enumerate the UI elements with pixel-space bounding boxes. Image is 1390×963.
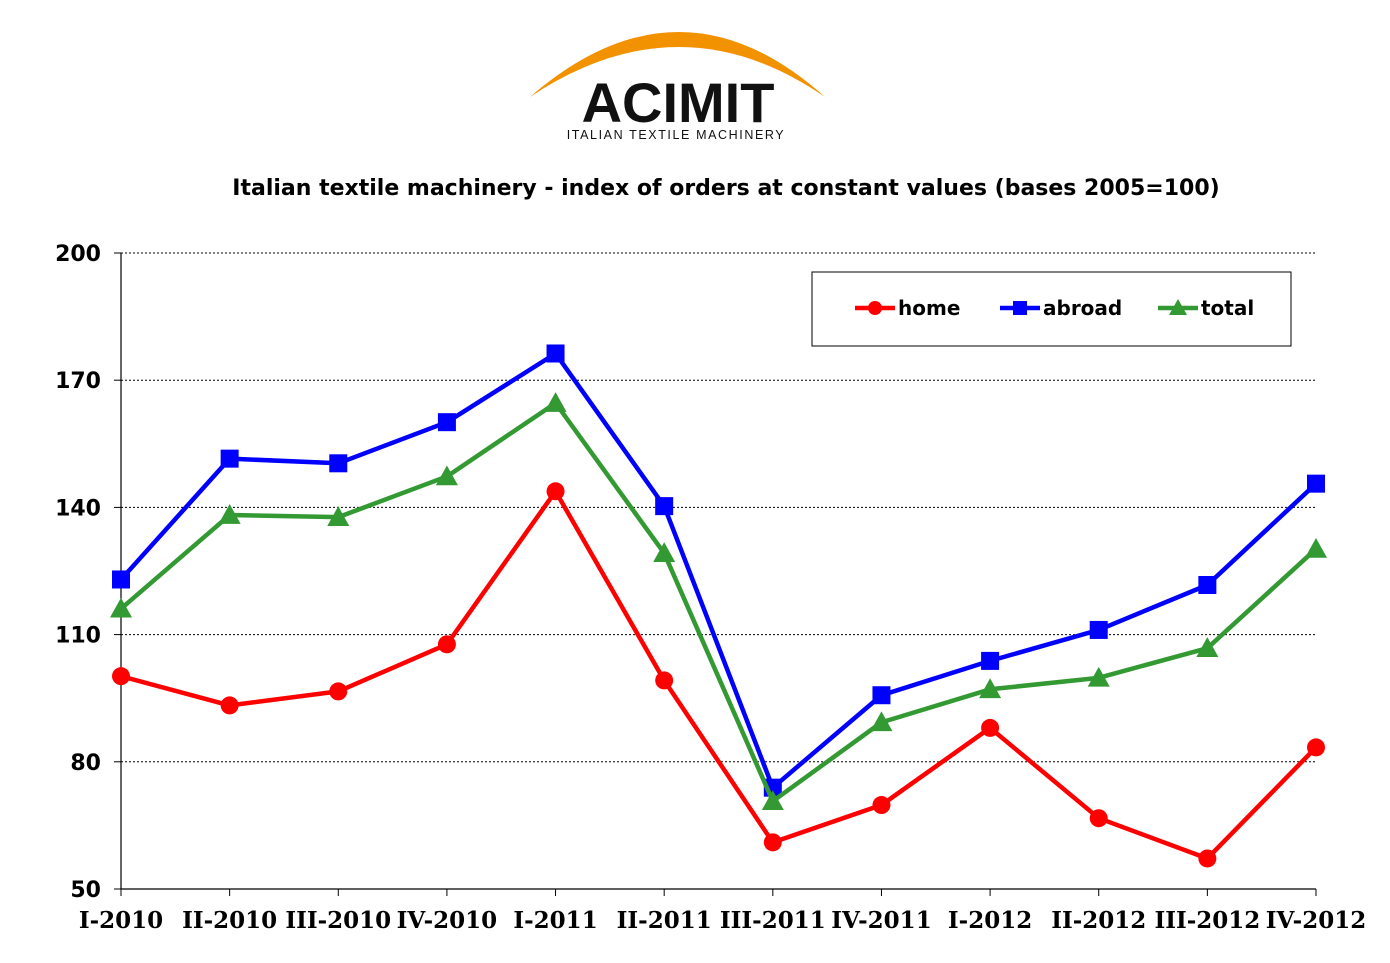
logo-tagline: ITALIAN TEXTILE MACHINERY — [567, 128, 786, 142]
x-tick-label: II-2010 — [182, 907, 277, 934]
legend-marker-total — [1169, 299, 1187, 315]
data-point-abroad — [437, 413, 456, 432]
series-line-home — [120, 489, 1318, 861]
x-tick-label: I-2010 — [79, 907, 163, 934]
data-point-abroad — [655, 497, 674, 516]
series-lines — [110, 344, 1327, 868]
chart-title: Italian textile machinery - index of ord… — [232, 176, 1220, 201]
data-point-home — [1198, 849, 1217, 868]
data-point-home — [437, 635, 456, 654]
data-point-total — [1087, 666, 1110, 687]
axes — [120, 253, 1316, 890]
logo-arc — [530, 32, 825, 97]
data-point-home — [220, 696, 239, 715]
x-tick-label: I-2012 — [948, 907, 1032, 934]
x-tick-label: IV-2012 — [1266, 907, 1367, 934]
x-tick-label: IV-2011 — [831, 907, 932, 934]
data-point-total — [653, 542, 676, 562]
legend-label-total: total — [1201, 296, 1254, 320]
x-tick-label: III-2010 — [285, 907, 391, 934]
data-point-total — [544, 392, 567, 412]
data-point-total — [110, 597, 132, 618]
data-point-total — [435, 465, 458, 486]
x-axis-ticks: I-2010 II-2010 III-2010 IV-2010 I-2011 II-201… — [79, 889, 1366, 934]
series-line-abroad — [119, 351, 1318, 790]
data-point-abroad — [1198, 575, 1217, 594]
x-tick-label: IV-2010 — [397, 907, 498, 934]
data-point-total — [218, 504, 241, 524]
data-point-total — [1196, 637, 1219, 657]
data-point-home — [763, 833, 782, 852]
data-point-home — [546, 482, 565, 501]
data-point-abroad — [220, 449, 239, 468]
series-abroad — [112, 344, 1325, 797]
data-point-total — [1305, 537, 1327, 558]
y-tick-label: 140 — [55, 496, 101, 521]
data-point-abroad — [1307, 474, 1325, 493]
data-point-abroad — [329, 454, 348, 473]
data-point-total — [979, 678, 1002, 699]
data-point-abroad — [872, 686, 891, 705]
acimit-logo: ACIMIT ITALIAN TEXTILE MACHINERY — [530, 32, 825, 142]
data-point-home — [1307, 738, 1325, 757]
legend-label-home: home — [898, 296, 960, 320]
data-point-home — [1089, 809, 1108, 828]
y-tick-label: 200 — [55, 242, 101, 267]
x-tick-label: III-2011 — [720, 907, 826, 934]
y-tick-label: 80 — [70, 751, 101, 776]
data-point-total — [870, 711, 893, 732]
legend-marker-home — [868, 301, 882, 315]
data-point-home — [655, 671, 674, 690]
y-tick-label: 170 — [55, 369, 101, 394]
data-point-abroad — [1089, 620, 1108, 639]
data-point-abroad — [981, 651, 1000, 670]
logo-brand: ACIMIT — [582, 71, 775, 134]
data-point-home — [112, 667, 130, 686]
x-tick-label: II-2012 — [1051, 907, 1146, 934]
data-point-total — [327, 506, 350, 526]
x-tick-label: I-2011 — [513, 907, 597, 934]
legend: home abroad total — [811, 271, 1292, 347]
legend-label-abroad: abroad — [1043, 296, 1122, 320]
data-point-home — [981, 718, 1000, 737]
data-point-home — [329, 682, 348, 701]
x-tick-label: III-2012 — [1154, 907, 1260, 934]
data-point-total — [761, 790, 784, 811]
data-point-home — [872, 796, 891, 815]
series-line-total — [119, 400, 1318, 804]
legend-marker-abroad — [1013, 301, 1027, 315]
y-tick-label: 110 — [55, 624, 101, 649]
x-tick-label: II-2011 — [617, 907, 712, 934]
y-axis-ticks: 50 80 110 140 170 200 — [55, 242, 121, 903]
series-total — [110, 392, 1327, 811]
series-home — [112, 482, 1325, 868]
y-tick-label: 50 — [70, 878, 101, 903]
data-point-abroad — [546, 344, 565, 363]
data-point-abroad — [112, 570, 130, 589]
